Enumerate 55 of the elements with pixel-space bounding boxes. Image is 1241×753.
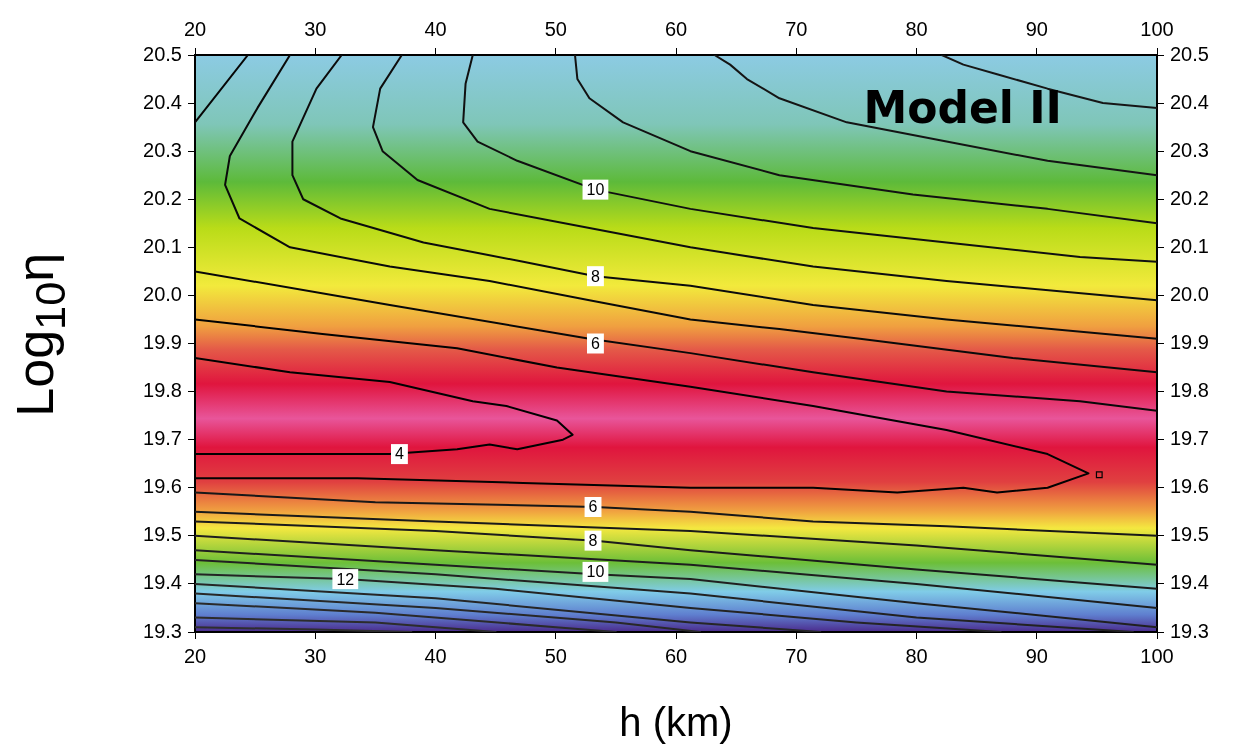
y-tick-label: 20.0 — [143, 282, 182, 305]
x-tick-label: 90 — [1025, 644, 1048, 667]
y2-tick-label: 19.4 — [1170, 571, 1209, 594]
y2-tick-label: 20.1 — [1170, 234, 1209, 257]
annotation: 10 — [586, 181, 605, 199]
x2-tick-label: 30 — [304, 17, 327, 40]
x2-tick-label: 20 — [183, 17, 207, 40]
y-tick-label: 20.1 — [143, 234, 182, 257]
y2-tick-label: 19.3 — [1170, 619, 1209, 642]
annotation: 12 — [336, 570, 355, 588]
x2-tick-label: 100 — [1140, 17, 1174, 40]
y2-tick-label: 19.6 — [1170, 475, 1209, 498]
x-tick-label: 70 — [785, 644, 808, 667]
x2-tick-label: 40 — [424, 17, 447, 40]
x-tick-label: 20 — [183, 644, 207, 667]
y-tick-label: 20.3 — [143, 138, 182, 161]
y-tick-label: 19.5 — [143, 523, 182, 546]
annotation: 8 — [588, 532, 598, 550]
x-tick-label: 80 — [905, 644, 928, 667]
x-axis-title: h (km) — [619, 700, 733, 745]
y2-tick-label: 20.2 — [1170, 186, 1209, 209]
y2-tick-label: 20.0 — [1170, 282, 1209, 305]
annotation: 4 — [394, 445, 404, 463]
y2-tick-label: 20.4 — [1170, 90, 1209, 113]
annotation: 10 — [586, 563, 605, 581]
x2-tick-label: 50 — [544, 17, 567, 40]
annotation: 6 — [588, 498, 598, 516]
x2-tick-label: 90 — [1025, 17, 1048, 40]
y2-tick-label: 20.3 — [1170, 138, 1209, 161]
point — [1095, 471, 1103, 479]
x2-tick-label: 70 — [785, 17, 808, 40]
y2-tick-label: 19.8 — [1170, 379, 1209, 402]
y-tick-label: 20.5 — [143, 42, 182, 65]
x2-tick-label: 60 — [664, 17, 688, 40]
annotation: Model II — [863, 82, 1062, 134]
y-tick-label: 20.2 — [143, 186, 182, 209]
x-tick-label: 100 — [1140, 644, 1174, 667]
x-tick-label: 30 — [304, 644, 327, 667]
annotation: 8 — [590, 267, 600, 285]
y-tick-label: 19.6 — [143, 475, 182, 498]
x-tick-label: 60 — [664, 644, 688, 667]
x-tick-label: 40 — [424, 644, 447, 667]
y2-tick-label: 19.9 — [1170, 331, 1209, 354]
y-tick-label: 19.9 — [143, 331, 182, 354]
y2-tick-label: 19.7 — [1170, 427, 1209, 450]
y-tick-label: 19.8 — [143, 379, 182, 402]
y-tick-label: 19.4 — [143, 571, 182, 594]
y-tick-label: 20.4 — [143, 90, 182, 113]
annotation: 6 — [590, 334, 600, 352]
x-tick-label: 50 — [544, 644, 567, 667]
y-tick-label: 19.3 — [143, 619, 182, 642]
x2-tick-label: 80 — [905, 17, 928, 40]
y-tick-label: 19.7 — [143, 427, 182, 450]
y2-tick-label: 20.5 — [1170, 42, 1209, 65]
y2-tick-label: 19.5 — [1170, 523, 1209, 546]
